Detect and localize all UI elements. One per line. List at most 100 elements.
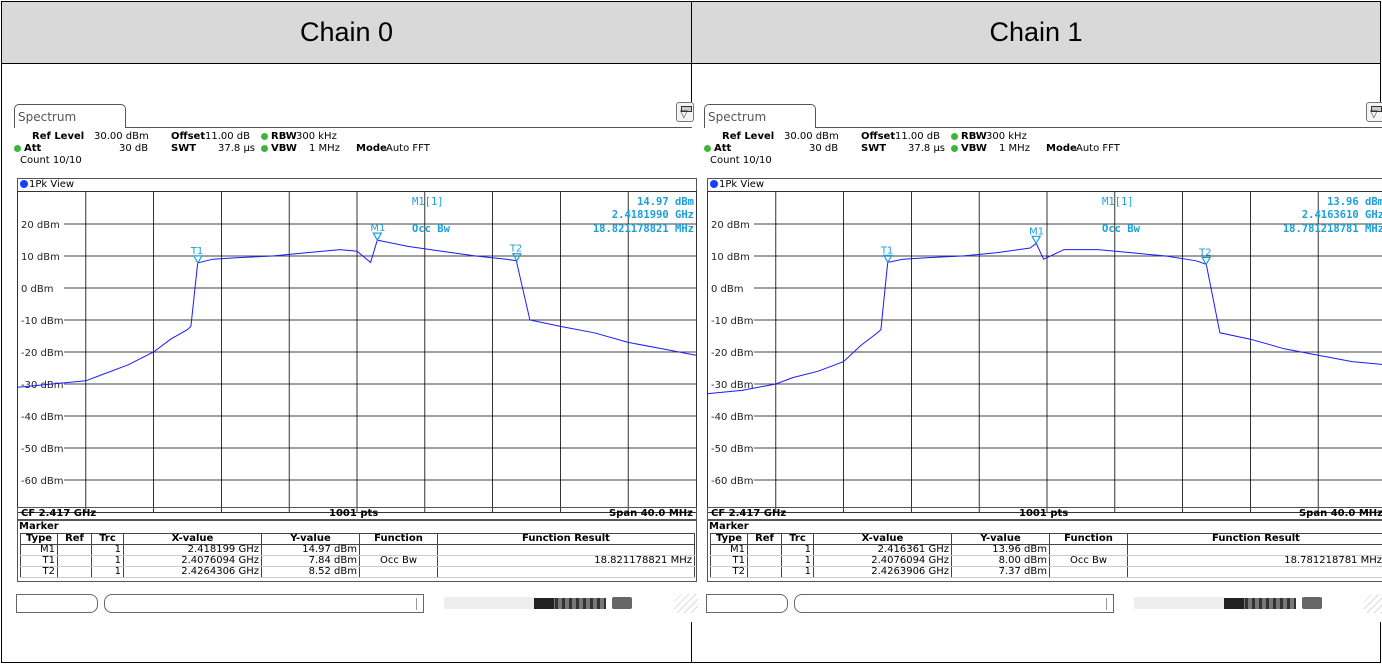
col-x-value: X-value [813, 533, 952, 545]
cell: 14.97 dBm [261, 544, 360, 556]
table-row: T1 1 2.4076094 GHz 7.84 dBm Occ Bw 18.82… [20, 555, 695, 567]
att-label: Att [714, 143, 732, 154]
cell: 1 [781, 566, 814, 578]
spectrum-tab[interactable]: Spectrum [704, 104, 816, 128]
y-tick-label: -60 dBm [711, 476, 753, 487]
cell: 13.96 dBm [951, 544, 1050, 556]
center-frequency: CF 2.417 GHz [21, 508, 97, 519]
marker-readout-level: 13.96 dBm [1327, 196, 1382, 208]
marker-table: Type Ref Trc X-value Y-value Function Fu… [20, 533, 695, 578]
rbw-status-icon [261, 133, 268, 140]
marker-m1-label: M1 [370, 223, 385, 234]
ref-level-label: Ref Level [722, 131, 775, 142]
cell [57, 544, 92, 556]
swt-label: SWT [171, 143, 197, 154]
table-row: T2 1 2.4264306 GHz 8.52 dBm [20, 566, 695, 578]
tab-divider [125, 127, 692, 128]
y-tick-label: -10 dBm [711, 316, 753, 327]
span-value: Span 40.0 MHz [1298, 508, 1382, 519]
occ-bw-value: 18.821178821 MHz [593, 223, 694, 235]
table-row: M1 1 2.416361 GHz 13.96 dBm [710, 544, 1382, 556]
cell: 1 [781, 555, 814, 567]
y-tick-label: 10 dBm [21, 252, 60, 263]
spectrum-plot: 20 dBm 10 dBm 0 dBm -10 dBm -20 dBm -30 dBm -4… [17, 191, 697, 513]
col-trc: Trc [91, 533, 124, 545]
cell: T1 [20, 555, 58, 567]
cell: 7.84 dBm [261, 555, 360, 567]
ref-level-label: Ref Level [32, 131, 85, 142]
view-label: 1Pk View [719, 179, 765, 190]
trace-line [18, 239, 696, 388]
marker-readout-freq: 2.4163610 GHz [1302, 209, 1382, 221]
status-message-field[interactable] [794, 594, 1114, 613]
marker-table-title: Marker [709, 521, 749, 532]
status-field-left[interactable] [16, 594, 98, 613]
occ-bw-label: Occ Bw [1102, 223, 1141, 235]
y-tick-label: -50 dBm [21, 444, 63, 455]
att-value: 30 dB [119, 143, 149, 154]
view-label: 1Pk View [29, 179, 75, 190]
trace-indicator-icon [20, 180, 28, 188]
table-row: M1 1 2.418199 GHz 14.97 dBm [20, 544, 695, 556]
cell [57, 566, 92, 578]
cell [57, 555, 92, 567]
marker-t1-label: T1 [880, 245, 893, 256]
cell [747, 566, 782, 578]
cell [437, 544, 695, 556]
att-value: 30 dB [809, 143, 839, 154]
cell: 1 [91, 544, 124, 556]
frequency-info-bar: CF 2.417 GHz 1001 pts Span 40.0 MHz [17, 507, 697, 520]
y-tick-label: -60 dBm [21, 476, 63, 487]
points-count: 1001 pts [329, 508, 379, 519]
status-message-field[interactable] [104, 594, 424, 613]
col-x-value: X-value [123, 533, 262, 545]
rbw-value: 300 kHz [296, 131, 337, 142]
cell: M1 [710, 544, 748, 556]
resize-grip-icon[interactable] [674, 594, 698, 613]
marker-m1-symbol [1031, 235, 1042, 245]
points-count: 1001 pts [1019, 508, 1069, 519]
att-status-icon [14, 145, 21, 152]
progress-bar-icon [534, 598, 606, 609]
marker-t2-label: T2 [1198, 247, 1211, 258]
att-status-icon [704, 145, 711, 152]
spectrum-tab[interactable]: Spectrum [14, 104, 126, 128]
y-tick-label: -10 dBm [21, 316, 63, 327]
menu-icon[interactable] [1366, 102, 1382, 122]
cell: 2.4264306 GHz [123, 566, 262, 578]
cell: T2 [710, 566, 748, 578]
y-tick-label: -30 dBm [711, 380, 753, 391]
cell: 7.37 dBm [951, 566, 1050, 578]
status-field-left[interactable] [706, 594, 788, 613]
marker-readout-freq: 2.4181990 GHz [612, 209, 694, 221]
y-tick-label: -40 dBm [21, 412, 63, 423]
marker-readout-level: 14.97 dBm [637, 196, 694, 208]
progress-bar-icon [1224, 598, 1296, 609]
view-bar: 1Pk View [707, 178, 1382, 191]
cell [747, 544, 782, 556]
trace-line [708, 242, 1382, 395]
vbw-value: 1 MHz [999, 143, 1030, 154]
marker-t2-label: T2 [509, 244, 522, 255]
resize-grip-icon[interactable] [1364, 594, 1382, 613]
marker-t1-label: T1 [190, 246, 203, 257]
rbw-label: RBW [271, 131, 297, 142]
swt-value: 37.8 µs [908, 143, 946, 154]
y-tick-label: 20 dBm [711, 220, 750, 231]
marker-t2-symbol [1201, 256, 1212, 266]
marker-table: Type Ref Trc X-value Y-value Function Fu… [710, 533, 1382, 578]
marker-m1-label: M1 [1029, 226, 1044, 237]
trace-indicator-icon [710, 180, 718, 188]
rbw-label: RBW [961, 131, 987, 142]
marker-t1-symbol [192, 255, 203, 265]
y-tick-label: -20 dBm [21, 348, 63, 359]
spectrum-analyzer-0: Spectrum Ref Level 30.00 dBm Offset 11.0… [14, 102, 698, 622]
cell: Occ Bw [1049, 555, 1128, 567]
status-bar [14, 594, 698, 616]
offset-label: Offset [861, 131, 896, 142]
tab-divider [815, 127, 1382, 128]
occ-bw-value: 18.781218781 MHz [1283, 223, 1382, 235]
vbw-status-icon [951, 145, 958, 152]
occ-bw-label: Occ Bw [412, 223, 451, 235]
menu-icon[interactable] [676, 102, 694, 122]
